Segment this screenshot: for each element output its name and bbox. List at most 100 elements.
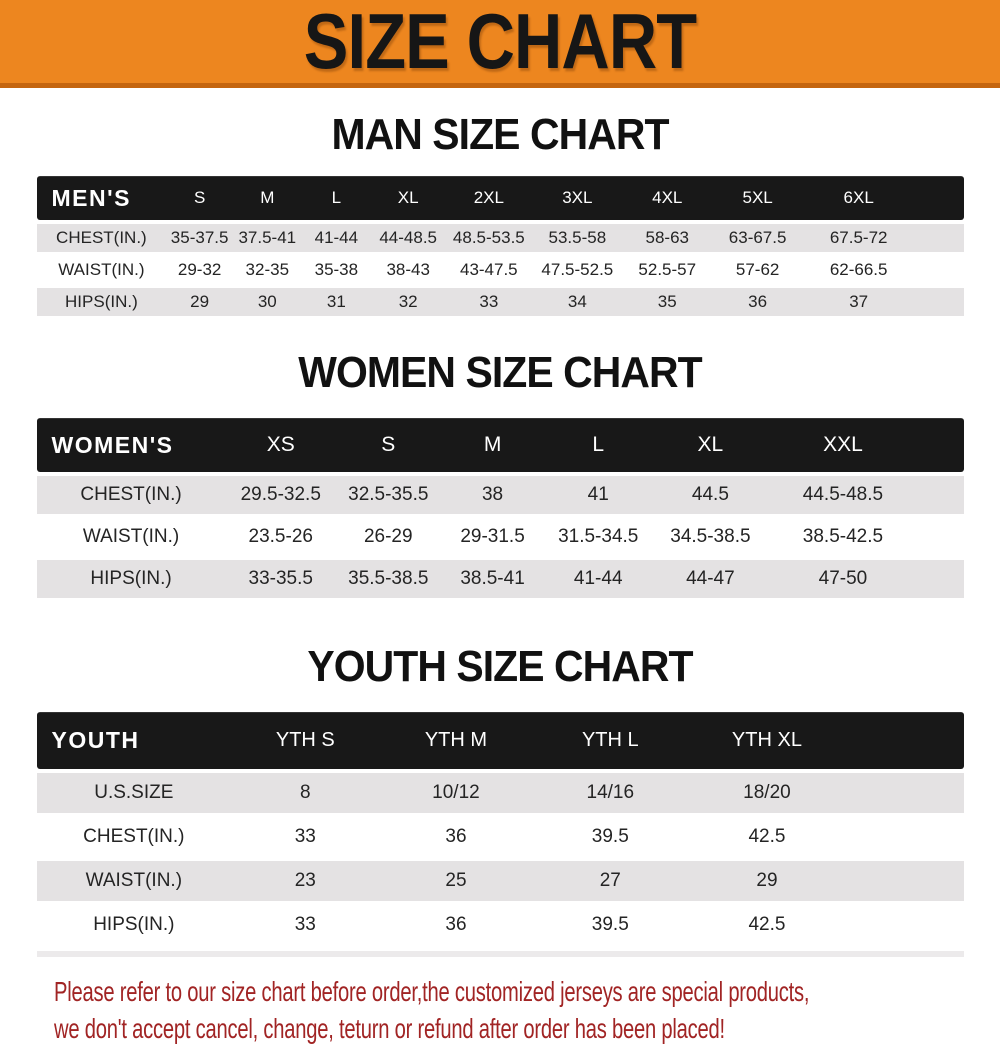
man-size-chart-section: MAN SIZE CHART MEN'S S M L XL 2XL 3XL 4XL 5XL 6XL… (0, 110, 1000, 320)
size-cell: 8 (300, 782, 311, 803)
cell-filler (846, 861, 964, 901)
size-cell: 41-44 (573, 568, 623, 589)
size-cell: 29 (190, 292, 210, 311)
banner-title: SIZE CHART (303, 0, 697, 86)
women-table-label: WOMEN'S (51, 431, 174, 458)
disclaimer-line: we don't accept cancel, change, teturn o… (54, 1010, 1000, 1047)
women-table-header-row: WOMEN'S XS S M L XL XXL (36, 418, 964, 472)
size-cell: 29-32 (177, 260, 222, 279)
row-label: U.S.SIZE (94, 782, 174, 803)
size-chart-banner: SIZE CHART (0, 0, 1000, 88)
size-cell: 33 (294, 826, 316, 847)
size-cell: 10/12 (432, 782, 480, 803)
size-column-header: L (331, 188, 342, 207)
size-cell: 34.5-38.5 (670, 526, 751, 547)
size-cell: 58-63 (645, 228, 689, 247)
size-cell: 41-44 (314, 228, 359, 247)
table-row: WAIST(IN.) 23 25 27 29 (36, 861, 964, 901)
size-cell: 42.5 (748, 826, 786, 847)
size-column-header: 3XL (562, 188, 593, 207)
cell-filler (846, 817, 964, 857)
size-cell: 44-48.5 (379, 228, 438, 247)
size-column-header: YTH XL (731, 729, 802, 751)
table-row: HIPS(IN.) 33 36 39.5 42.5 (36, 905, 964, 945)
order-disclaimer: Please refer to our size chart before or… (0, 973, 1000, 1047)
women-size-table: WOMEN'S XS S M L XL XXL CHEST(IN.) 29.5-32.5 32.5… (36, 414, 964, 602)
size-cell: 35 (657, 292, 677, 311)
size-column-header: S (193, 188, 206, 207)
cell-filler (917, 476, 963, 514)
size-cell: 27 (599, 870, 621, 891)
size-cell: 33-35.5 (248, 568, 313, 589)
size-cell: 18/20 (743, 782, 791, 803)
size-column-header: M (260, 188, 275, 207)
size-cell: 42.5 (748, 914, 786, 935)
size-cell: 57-62 (735, 260, 780, 279)
size-cell: 35.5-38.5 (348, 568, 429, 589)
size-cell: 38-43 (386, 260, 430, 279)
size-cell: 44.5-48.5 (802, 484, 884, 505)
disclaimer-line-2: we don't accept cancel, change, teturn o… (54, 1013, 725, 1044)
row-label: WAIST(IN.) (82, 526, 180, 547)
disclaimer-line-1: Please refer to our size chart before or… (54, 976, 810, 1007)
table-row: HIPS(IN.) 29 30 31 32 33 34 35 36 37 (36, 288, 964, 316)
table-row: CHEST(IN.) 29.5-32.5 32.5-35.5 38 41 44.5 44.5… (36, 476, 964, 514)
size-cell: 36 (748, 292, 768, 311)
youth-table-label: YOUTH (51, 727, 140, 753)
table-bottom-edge (36, 951, 964, 957)
size-cell: 37 (849, 292, 869, 311)
size-cell: 29 (756, 870, 778, 891)
row-label: CHEST(IN.) (83, 826, 185, 847)
size-column-header: S (381, 433, 396, 456)
size-cell: 62-66.5 (829, 260, 888, 279)
size-cell: 38.5-41 (460, 568, 525, 589)
size-cell: 26-29 (363, 526, 413, 547)
size-cell: 32-35 (245, 260, 290, 279)
disclaimer-line: Please refer to our size chart before or… (54, 973, 1000, 1010)
row-label: HIPS(IN.) (90, 568, 172, 589)
size-column-header: 6XL (843, 188, 874, 207)
row-label: WAIST(IN.) (58, 260, 145, 279)
size-cell: 36 (445, 914, 467, 935)
size-cell: 48.5-53.5 (452, 228, 525, 247)
size-cell: 31.5-34.5 (558, 526, 639, 547)
size-column-header: YTH M (424, 729, 488, 751)
youth-table-header-row: YOUTH YTH S YTH M YTH L YTH XL (36, 712, 964, 769)
size-column-header: XXL (823, 433, 863, 456)
size-column-header: XS (266, 433, 295, 456)
cell-filler (846, 773, 964, 813)
size-cell: 43-47.5 (459, 260, 518, 279)
size-column-header: XL (697, 433, 724, 456)
size-column-header: 2XL (473, 188, 504, 207)
row-label: HIPS(IN.) (93, 914, 175, 935)
size-cell: 30 (257, 292, 277, 311)
men-table-header-row: MEN'S S M L XL 2XL 3XL 4XL 5XL 6XL (36, 176, 964, 220)
size-cell: 33 (479, 292, 499, 311)
size-cell: 23.5-26 (248, 526, 313, 547)
cell-filler (917, 518, 963, 556)
size-charts: MAN SIZE CHART MEN'S S M L XL 2XL 3XL 4XL 5XL 6XL… (0, 110, 1000, 957)
table-row: HIPS(IN.) 33-35.5 35.5-38.5 38.5-41 41-44 44-… (36, 560, 964, 598)
row-label: HIPS(IN.) (65, 292, 138, 311)
size-cell: 35-38 (314, 260, 359, 279)
youth-size-table: YOUTH YTH S YTH M YTH L YTH XL U.S.SIZE 8 10/12… (36, 708, 964, 949)
size-column-header: L (592, 433, 605, 456)
cell-filler (914, 288, 963, 316)
row-label: WAIST(IN.) (85, 870, 183, 891)
size-cell: 38.5-42.5 (802, 526, 884, 547)
size-cell: 39.5 (591, 826, 629, 847)
header-filler (917, 418, 963, 472)
table-row: CHEST(IN.) 35-37.5 37.5-41 41-44 44-48.5 48.5… (36, 224, 964, 252)
row-label: CHEST(IN.) (56, 228, 147, 247)
cell-filler (917, 560, 963, 598)
size-column-header: 4XL (652, 188, 683, 207)
size-cell: 37.5-41 (238, 228, 297, 247)
size-cell: 44.5 (691, 484, 729, 505)
youth-size-chart-title: YOUTH SIZE CHART (307, 642, 693, 691)
size-cell: 14/16 (586, 782, 635, 803)
size-column-header: YTH S (275, 729, 335, 751)
size-cell: 41 (587, 484, 609, 505)
size-cell: 63-67.5 (728, 228, 787, 247)
size-cell: 47-50 (818, 568, 868, 589)
size-cell: 32 (398, 292, 418, 311)
